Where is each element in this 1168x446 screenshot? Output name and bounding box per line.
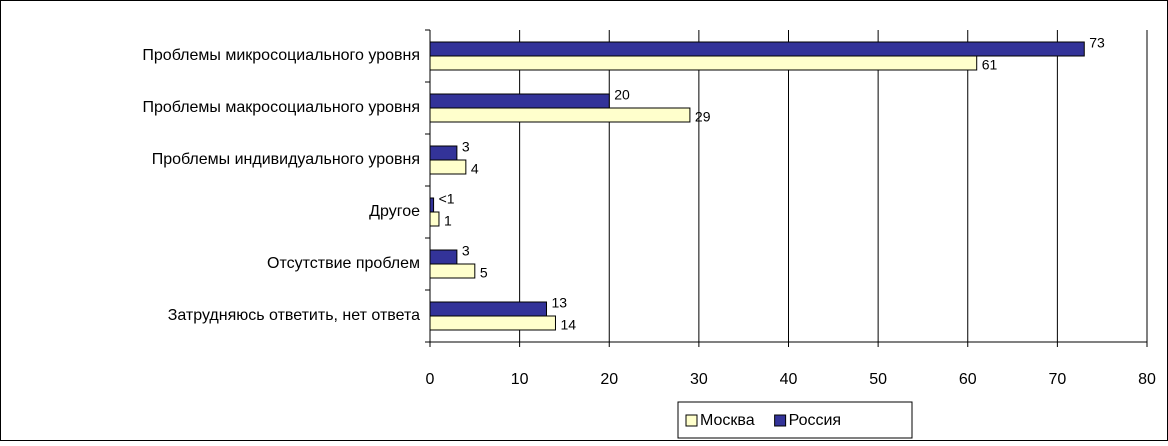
value-label: 14 [560,317,576,333]
x-tick-label: 40 [780,371,798,388]
legend-swatch [774,414,787,427]
bar [429,249,458,265]
bar [429,93,610,109]
bar [429,301,548,317]
value-label: 20 [614,87,630,103]
category-label: Затрудняюсь ответить, нет ответа [168,307,420,324]
x-tick-label: 10 [511,371,529,388]
x-tick-label: 80 [1138,371,1156,388]
value-label: 73 [1089,35,1105,51]
bar [429,107,691,123]
bar [429,55,978,71]
category-label: Отсутствие проблем [267,255,420,272]
value-label: 1 [444,213,452,229]
category-label: Другое [369,203,420,220]
x-tick-label: 20 [600,371,618,388]
value-label: <1 [439,191,455,207]
value-label: 13 [552,295,568,311]
legend-swatch [685,414,698,427]
bar [429,197,435,213]
value-label: 29 [695,109,711,125]
x-tick-label: 30 [690,371,708,388]
bar [429,159,467,175]
x-tick-label: 60 [959,371,977,388]
category-label: Проблемы индивидуального уровня [152,151,420,168]
bar [429,41,1085,57]
category-label: Проблемы макросоциального уровня [142,99,420,116]
bar [429,263,476,279]
value-label: 3 [462,243,470,259]
category-label: Проблемы микросоциального уровня [142,47,420,64]
legend-box [677,401,913,439]
x-tick-label: 70 [1048,371,1066,388]
bar [429,145,458,161]
x-tick-label: 0 [426,371,435,388]
value-label: 5 [480,265,488,281]
bar [429,315,556,331]
value-label: 3 [462,139,470,155]
value-label: 4 [471,161,479,177]
legend-label: Россия [789,412,841,429]
x-tick-label: 50 [869,371,887,388]
bar [429,211,440,227]
value-label: 61 [982,57,998,73]
legend-label: Москва [700,412,755,429]
